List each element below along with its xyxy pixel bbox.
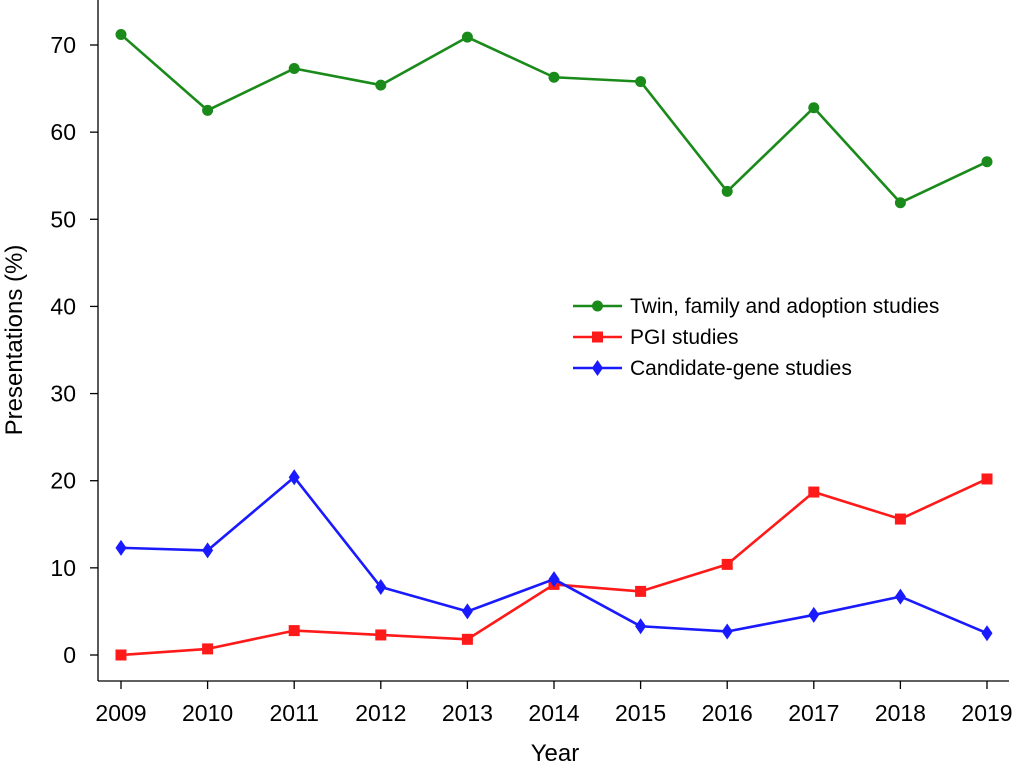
data-point	[808, 486, 820, 498]
x-tick-label: 2011	[269, 700, 318, 726]
data-point	[115, 29, 127, 41]
data-point	[981, 156, 993, 168]
y-tick-label: 40	[50, 293, 76, 319]
x-tick-label: 2018	[875, 700, 926, 726]
x-tick-label: 2013	[442, 700, 493, 726]
data-point	[721, 558, 733, 570]
x-tick-label: 2017	[788, 700, 839, 726]
legend-item: PGI studies	[573, 326, 739, 349]
data-point	[288, 469, 300, 486]
x-tick-label: 2015	[615, 700, 666, 726]
data-point	[721, 623, 733, 640]
data-point	[288, 63, 300, 75]
data-point	[375, 79, 387, 91]
x-tick-label: 2010	[182, 700, 233, 726]
data-point	[202, 104, 214, 116]
y-tick-label: 70	[50, 32, 76, 58]
legend-item: Candidate-gene studies	[573, 357, 852, 380]
legend-marker	[592, 360, 603, 376]
data-point	[635, 618, 647, 635]
data-point	[721, 185, 733, 197]
series-group	[115, 29, 993, 661]
data-point	[894, 588, 906, 605]
data-point	[288, 625, 300, 637]
y-tick-label: 0	[63, 642, 76, 668]
y-axis-ticks: 0 10 20 30 40 50 60 70	[50, 32, 98, 668]
data-point	[635, 76, 647, 88]
x-tick-label: 2009	[95, 700, 146, 726]
data-point	[635, 585, 647, 597]
series-diamond	[115, 469, 993, 642]
data-point	[894, 513, 906, 525]
legend-label: Twin, family and adoption studies	[630, 295, 939, 318]
data-point	[461, 31, 473, 43]
legend-marker	[592, 300, 603, 312]
x-tick-label: 2012	[355, 700, 406, 726]
data-point	[115, 649, 127, 661]
x-tick-label: 2019	[961, 700, 1012, 726]
series-line	[120, 33, 988, 205]
data-point	[461, 633, 473, 645]
y-tick-label: 10	[50, 555, 76, 581]
data-point	[894, 197, 906, 209]
data-point	[981, 625, 993, 642]
data-point	[375, 579, 387, 596]
y-tick-label: 50	[50, 206, 76, 232]
series-square	[115, 473, 993, 661]
legend-label: PGI studies	[630, 326, 739, 349]
legend-item: Twin, family and adoption studies	[573, 295, 939, 318]
x-axis-ticks: 2009 2010 2011 2012 2013 2014 2015 2016 2017 2018…	[95, 681, 1013, 726]
data-point	[375, 629, 387, 641]
legend: Twin, family and adoption studies PGI stu…	[573, 295, 939, 380]
series-circle	[115, 29, 993, 209]
data-point	[202, 643, 214, 655]
data-point	[808, 102, 820, 114]
data-point	[808, 606, 820, 623]
data-point	[115, 539, 127, 556]
y-tick-label: 30	[50, 381, 76, 407]
x-tick-label: 2014	[528, 700, 579, 726]
y-tick-label: 20	[50, 468, 76, 494]
x-axis-title: Year	[531, 740, 580, 765]
data-point	[202, 542, 214, 559]
y-tick-label: 60	[50, 119, 76, 145]
data-point	[548, 71, 560, 83]
data-point	[548, 571, 560, 588]
x-tick-label: 2016	[702, 700, 753, 726]
series-line	[120, 475, 988, 635]
legend-marker	[592, 331, 603, 343]
y-axis-title: Presentations (%)	[1, 245, 28, 436]
data-point	[461, 603, 473, 620]
series-line	[120, 477, 988, 657]
data-point	[981, 473, 993, 485]
legend-label: Candidate-gene studies	[630, 357, 852, 380]
